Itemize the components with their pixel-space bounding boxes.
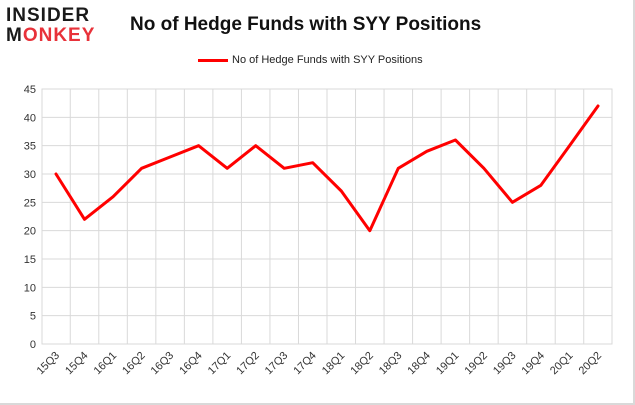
y-tick-label: 30 (24, 169, 36, 181)
data-point (539, 184, 543, 187)
y-tick-label: 20 (24, 226, 36, 238)
data-point (340, 189, 343, 193)
data-point (225, 167, 229, 170)
data-point (111, 195, 115, 198)
data-point (311, 161, 314, 164)
logo-bottom-prefix: M (6, 25, 23, 46)
x-tick-label: 19Q4 (520, 350, 548, 378)
x-tick-label: 18Q2 (348, 350, 376, 378)
chart-title: No of Hedge Funds with SYY Positions (130, 14, 482, 35)
x-tick-label: 16Q4 (177, 350, 205, 378)
y-tick-label: 40 (24, 112, 36, 124)
insider-monkey-logo: INSIDER MONKEY (6, 6, 118, 46)
legend-swatch (198, 58, 228, 62)
data-point (511, 201, 514, 204)
x-tick-label: 19Q1 (434, 350, 462, 378)
data-point (482, 167, 486, 170)
x-tick-label: 18Q3 (377, 350, 405, 378)
series-layer (54, 104, 600, 233)
plot-border (41, 88, 613, 345)
data-point (568, 144, 571, 147)
x-tick-label: 16Q2 (120, 350, 148, 378)
data-point (368, 229, 371, 232)
data-point (397, 167, 400, 170)
x-tick-label: 17Q1 (206, 350, 234, 378)
x-tick-label: 18Q4 (405, 350, 433, 378)
data-point (197, 144, 200, 147)
y-tick-label: 0 (30, 339, 36, 351)
y-tick-label: 45 (24, 84, 36, 96)
x-tick-label: 17Q4 (291, 350, 319, 378)
y-tick-label: 25 (24, 197, 36, 209)
data-point (454, 138, 457, 142)
x-tick-label: 15Q3 (35, 350, 63, 378)
data-point (425, 150, 429, 153)
x-tick-label: 16Q1 (92, 350, 120, 378)
data-point (596, 104, 600, 108)
logo-bottom-accent: ONKEY (22, 25, 96, 46)
x-tick-label: 20Q1 (548, 350, 576, 378)
data-point (54, 172, 58, 176)
data-point (140, 167, 143, 170)
y-tick-label: 15 (24, 254, 36, 266)
grid-layer (41, 88, 613, 345)
legend: No of Hedge Funds with SYY Positions (198, 54, 423, 66)
x-tick-label: 17Q2 (234, 350, 262, 378)
x-tick-label: 17Q3 (263, 350, 291, 378)
data-point (254, 144, 257, 147)
logo-bottom-text: MONKEY (6, 26, 118, 46)
series-line (54, 104, 600, 233)
data-point (283, 167, 286, 170)
x-tick-label: 16Q3 (149, 350, 177, 378)
legend-label: No of Hedge Funds with SYY Positions (232, 54, 423, 66)
data-point (83, 218, 86, 221)
x-tick-label: 19Q2 (462, 350, 490, 378)
y-tick-label: 5 (30, 311, 36, 323)
x-tick-label: 15Q4 (63, 350, 91, 378)
data-point (168, 155, 172, 159)
x-tick-label: 20Q2 (577, 350, 605, 378)
y-tick-label: 10 (24, 282, 36, 294)
x-tick-label: 18Q1 (320, 350, 348, 378)
logo-top-text: INSIDER (6, 5, 91, 26)
y-tick-label: 35 (24, 141, 36, 153)
x-tick-label: 19Q3 (491, 350, 519, 378)
